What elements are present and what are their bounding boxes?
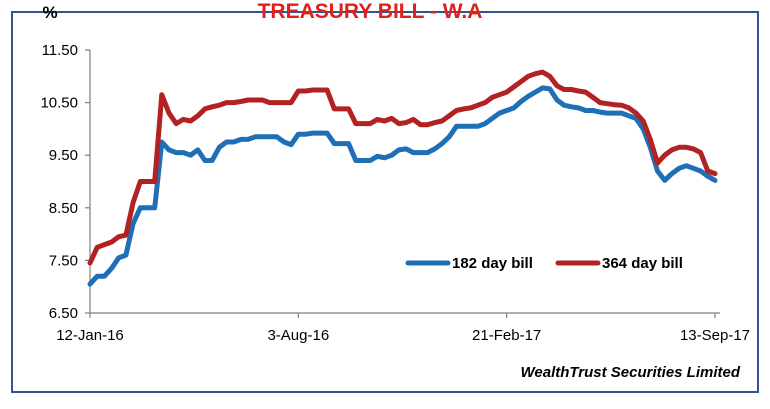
x-tick-label: 12-Jan-16 — [56, 327, 124, 344]
series-group — [87, 69, 718, 287]
legend: 182 day bill 364 day bill — [405, 255, 683, 272]
y-tick-label: 8.50 — [49, 200, 78, 217]
y-tick-label: 7.50 — [49, 252, 78, 269]
legend-label-182-day-bill: 182 day bill — [452, 255, 533, 272]
chart-frame — [11, 11, 759, 393]
series-line-364-day-bill — [87, 69, 718, 266]
y-axis-unit-label: % — [42, 3, 57, 22]
x-tick-label: 13-Sep-17 — [680, 327, 750, 344]
axes: 11.50 10.50 9.50 8.50 7.50 6.50 12-Jan-16 3-Aug… — [40, 42, 750, 344]
y-tick-label: 10.50 — [40, 95, 78, 112]
chart-title: TREASURY BILL - W.A — [258, 0, 483, 23]
x-tick-label: 3-Aug-16 — [267, 327, 329, 344]
legend-label-364-day-bill: 364 day bill — [602, 255, 683, 272]
y-tick-label: 9.50 — [49, 147, 78, 164]
y-tick-label: 6.50 — [49, 305, 78, 322]
source-credit: WealthTrust Securities Limited — [521, 364, 741, 381]
series-line-182-day-bill — [87, 85, 718, 287]
y-tick-label: 11.50 — [42, 42, 78, 59]
x-tick-label: 21-Feb-17 — [472, 327, 541, 344]
